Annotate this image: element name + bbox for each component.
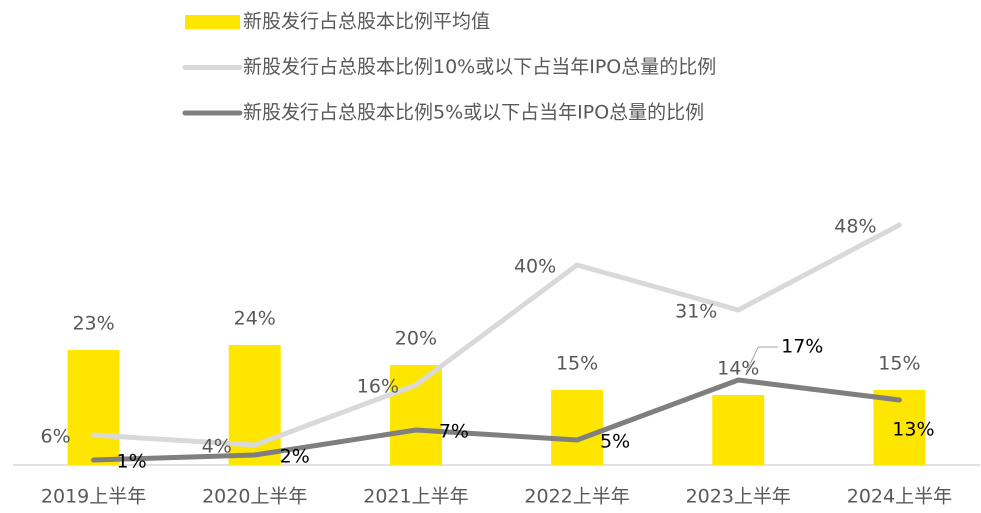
- line-value-label: 40%: [514, 256, 556, 278]
- line-value-label: 5%: [600, 431, 630, 453]
- x-tick-label: 2023上半年: [686, 486, 791, 508]
- bar: [389, 365, 442, 465]
- line-value-label: 1%: [117, 451, 147, 473]
- x-tick-label: 2022上半年: [524, 486, 629, 508]
- bar: [873, 390, 926, 465]
- line-value-label: 31%: [675, 301, 717, 323]
- line-value-label: 48%: [834, 216, 876, 238]
- x-tick-label: 2024上半年: [847, 486, 952, 508]
- line-series: [91, 377, 902, 463]
- bar: [551, 390, 604, 465]
- line-value-label: 16%: [357, 376, 399, 398]
- bar-value-label: 20%: [395, 328, 437, 350]
- legend-label: 新股发行占总股本比例5%或以下占当年IPO总量的比例: [243, 102, 704, 124]
- x-tick-label: 2021上半年: [363, 486, 468, 508]
- legend-label: 新股发行占总股本比例平均值: [243, 11, 490, 33]
- bar-value-label: 15%: [556, 353, 598, 375]
- bar-value-label: 23%: [72, 313, 114, 335]
- legend-swatch: [185, 15, 240, 29]
- bar: [67, 350, 120, 465]
- bar-value-label: 15%: [878, 353, 920, 375]
- line-value-label: 13%: [892, 419, 934, 441]
- line-value-label: 6%: [41, 426, 71, 448]
- legend-label: 新股发行占总股本比例10%或以下占当年IPO总量的比例: [243, 56, 716, 78]
- x-tick-label: 2019上半年: [41, 486, 146, 508]
- x-tick-label: 2020上半年: [202, 486, 307, 508]
- leader-line: [745, 346, 779, 373]
- line-value-label: 4%: [202, 436, 232, 458]
- bar-value-label: 14%: [717, 358, 759, 380]
- bar-value-label: 24%: [234, 308, 276, 330]
- line-value-label: 17%: [781, 336, 823, 358]
- line-value-label: 7%: [439, 421, 469, 443]
- line-series: [91, 222, 902, 448]
- bar: [712, 395, 765, 465]
- line-value-label: 2%: [280, 446, 310, 468]
